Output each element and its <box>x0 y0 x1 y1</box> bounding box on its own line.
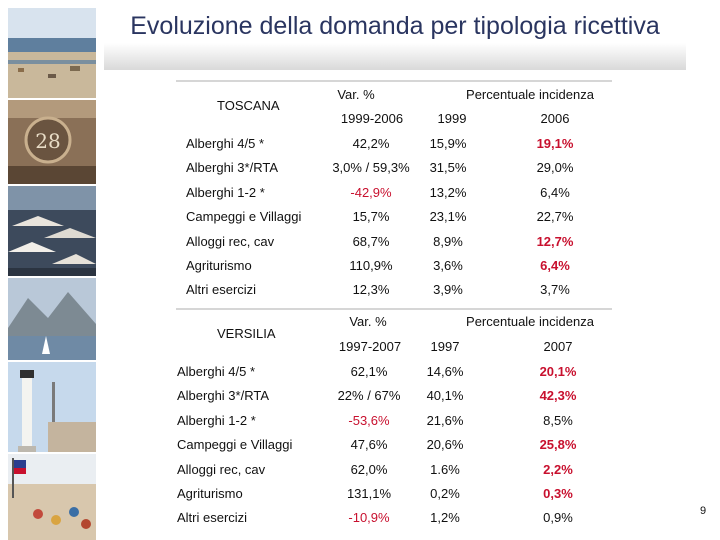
row-label: Alloggi rec, cav <box>186 233 275 249</box>
var-header-toscana: Var. % <box>337 87 375 102</box>
period-toscana: 1999-2006 <box>340 111 404 126</box>
page-number: 9 <box>700 505 707 517</box>
row-year-a: 8,9% <box>433 233 463 249</box>
period-versilia: 1997-2007 <box>338 339 402 354</box>
row-year-a: 21,6% <box>426 412 464 428</box>
row-var: 47,6% <box>350 437 388 453</box>
row-var: -53,6% <box>348 412 390 428</box>
row-label: Altri esercizi <box>186 282 257 298</box>
row-year-b: 12,7% <box>536 233 574 249</box>
row-year-a: 1.6% <box>430 461 460 477</box>
row-label: Campeggi e Villaggi <box>177 437 293 453</box>
year-b-versilia: 2007 <box>543 339 573 354</box>
row-year-a: 13,2% <box>429 184 467 200</box>
svg-text:28: 28 <box>35 129 60 153</box>
table-rule-toscana <box>176 80 612 82</box>
region-label-versilia: VERSILIA <box>217 326 276 341</box>
page-title: Evoluzione della domanda per tipologia r… <box>130 12 660 40</box>
row-label: Altri esercizi <box>177 510 248 526</box>
row-year-b: 0,9% <box>543 510 573 526</box>
incidence-header-toscana: Percentuale incidenza <box>466 87 594 102</box>
row-year-b: 22,7% <box>536 209 574 225</box>
row-label: Agriturismo <box>177 486 243 501</box>
row-year-b: 20,1% <box>539 364 577 379</box>
row-year-a: 3,9% <box>433 282 463 298</box>
year-a-toscana: 1999 <box>437 111 467 126</box>
row-var: 22% / 67% <box>337 388 401 404</box>
var-header-versilia: Var. % <box>349 314 387 329</box>
harbor-photo <box>8 186 96 276</box>
mountains-photo <box>8 278 96 360</box>
row-year-b: 2,2% <box>543 461 573 477</box>
row-var: 62,1% <box>350 364 388 379</box>
row-label: Alberghi 3*/RTA <box>177 388 270 404</box>
row-year-b: 8,5% <box>543 412 573 428</box>
row-var: 3,0% / 59,3% <box>332 160 410 176</box>
row-year-a: 3,6% <box>433 258 463 273</box>
row-year-a: 31,5% <box>429 160 467 176</box>
row-label: Alberghi 4/5 * <box>177 364 256 379</box>
row-var: 131,1% <box>346 486 392 501</box>
year-a-versilia: 1997 <box>430 339 460 354</box>
row-year-b: 19,1% <box>536 136 574 151</box>
building-photo: 28 <box>8 100 96 184</box>
title-box <box>104 10 686 70</box>
row-var: 42,2% <box>352 136 390 151</box>
row-label: Alberghi 4/5 * <box>186 136 265 151</box>
row-var: 15,7% <box>352 209 390 225</box>
row-year-a: 40,1% <box>426 388 464 404</box>
row-year-a: 20,6% <box>426 437 464 453</box>
row-label: Alberghi 1-2 * <box>186 184 265 200</box>
row-year-a: 0,2% <box>430 486 460 501</box>
year-b-toscana: 2006 <box>540 111 570 126</box>
row-year-b: 0,3% <box>543 486 573 501</box>
region-label-toscana: TOSCANA <box>217 98 280 113</box>
row-var: 110,9% <box>349 258 393 273</box>
row-label: Alloggi rec, cav <box>177 461 266 477</box>
beach-photo <box>8 8 96 98</box>
row-year-a: 14,6% <box>426 364 464 379</box>
row-var: 68,7% <box>352 233 390 249</box>
row-year-b: 25,8% <box>539 437 577 453</box>
row-var: 12,3% <box>352 282 390 298</box>
row-year-b: 6,4% <box>540 258 570 273</box>
row-year-b: 29,0% <box>536 160 574 176</box>
row-year-b: 6,4% <box>540 184 570 200</box>
incidence-header-versilia: Percentuale incidenza <box>466 314 594 329</box>
row-var: -42,9% <box>350 184 392 200</box>
photo-strip: 28 <box>8 8 96 540</box>
row-label: Campeggi e Villaggi <box>186 209 302 225</box>
lighthouse-photo <box>8 362 96 452</box>
row-label: Alberghi 1-2 * <box>177 412 256 428</box>
row-var: 62,0% <box>350 461 388 477</box>
row-year-a: 15,9% <box>429 136 467 151</box>
table-rule-versilia <box>176 308 612 310</box>
row-var: -10,9% <box>348 510 390 526</box>
row-year-b: 42,3% <box>539 388 577 404</box>
flags-photo <box>8 454 96 540</box>
row-year-a: 23,1% <box>429 209 467 225</box>
row-year-b: 3,7% <box>540 282 570 298</box>
row-label: Agriturismo <box>186 258 252 273</box>
row-year-a: 1,2% <box>430 510 460 526</box>
row-label: Alberghi 3*/RTA <box>186 160 279 176</box>
